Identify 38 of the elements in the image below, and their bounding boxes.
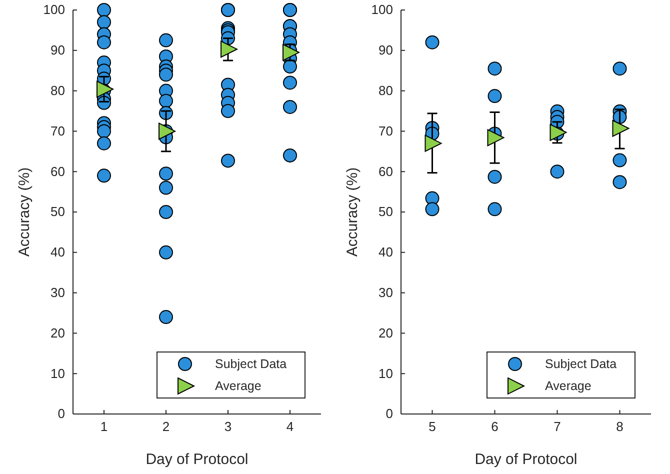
x-axis-title: Day of Protocol — [474, 451, 578, 468]
legend-label: Average — [545, 379, 592, 393]
y-tick-label: 100 — [371, 2, 393, 18]
x-axis-title: Day of Protocol — [146, 451, 248, 468]
y-tick-label: 20 — [378, 325, 393, 340]
y-tick-label: 0 — [58, 406, 65, 422]
legend-label: Average — [215, 379, 262, 393]
y-tick-label: 70 — [50, 123, 65, 138]
y-tick-label: 90 — [378, 42, 393, 58]
y-tick-label: 10 — [50, 366, 65, 381]
x-tick-label: 5 — [428, 419, 436, 434]
y-tick-label: 80 — [378, 82, 393, 98]
legend-label: Subject Data — [215, 357, 287, 371]
x-tick-label: 3 — [224, 419, 232, 434]
x-tick-label: 4 — [286, 419, 294, 434]
x-tick-label: 2 — [162, 419, 170, 434]
y-tick-label: 90 — [50, 42, 65, 58]
y-tick-label: 40 — [378, 244, 393, 260]
y-axis-title: Accuracy (%) — [16, 167, 33, 257]
y-tick-label: 20 — [50, 325, 65, 340]
x-tick-label: 6 — [491, 419, 498, 434]
y-tick-label: 60 — [50, 164, 65, 179]
x-tick-label: 8 — [616, 419, 624, 434]
y-tick-label: 100 — [43, 2, 65, 18]
y-tick-label: 80 — [50, 82, 65, 98]
legend-label: Subject Data — [545, 357, 617, 371]
y-tick-label: 40 — [50, 244, 65, 260]
y-axis-title: Accuracy (%) — [344, 167, 361, 257]
y-tick-label: 30 — [50, 284, 65, 300]
y-tick-label: 60 — [378, 164, 393, 179]
y-tick-label: 50 — [50, 204, 65, 220]
x-tick-label: 1 — [100, 419, 108, 434]
x-tick-label: 7 — [554, 419, 561, 434]
y-tick-label: 0 — [386, 406, 393, 422]
y-tick-label: 30 — [378, 284, 393, 300]
y-tick-label: 10 — [378, 366, 393, 381]
y-tick-label: 70 — [378, 123, 393, 138]
y-tick-label: 50 — [378, 204, 393, 220]
